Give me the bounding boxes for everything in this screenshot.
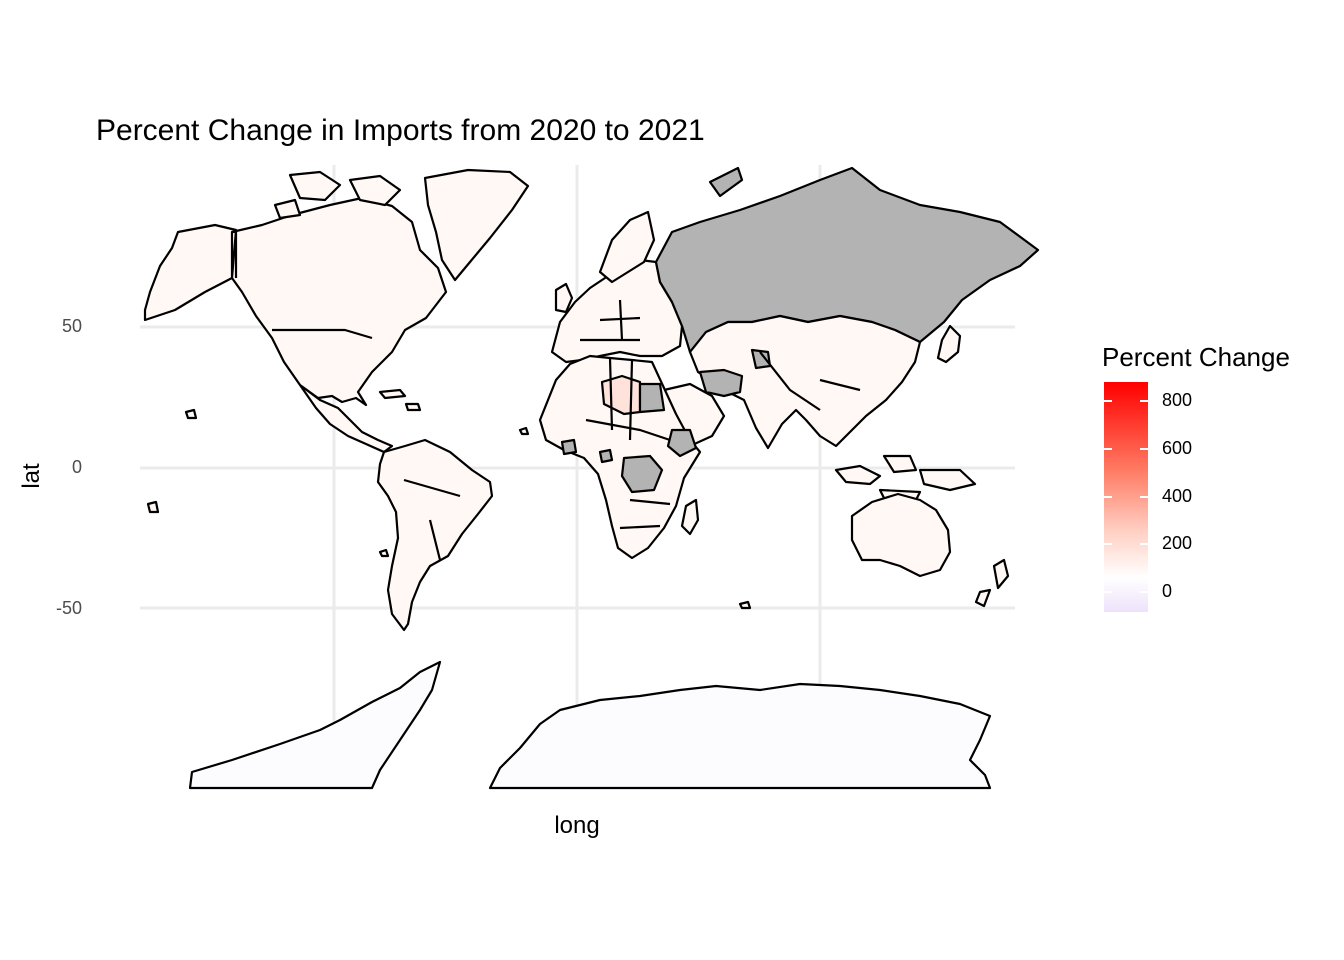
y-tick-label-0: 0	[71, 457, 82, 477]
legend-tick-600: 600	[1162, 438, 1193, 458]
greenland-shape	[423, 168, 530, 282]
south-america-shape	[376, 438, 494, 632]
caribbean-islands-shape	[378, 388, 422, 412]
novaya-zemlya-shape	[708, 166, 744, 198]
antarctica-shape	[188, 660, 992, 790]
canada-islands-shape	[273, 170, 402, 220]
small-islands-shape	[146, 408, 752, 610]
egypt-shape	[638, 382, 666, 414]
map-title: Percent Change in Imports from 2020 to 2…	[96, 114, 705, 147]
y-tick-label-minus-50: -50	[55, 598, 82, 618]
country-borders	[234, 230, 861, 561]
madagascar-shape	[680, 498, 700, 536]
y-tick-label-50: 50	[61, 316, 82, 336]
asia-shape	[688, 314, 922, 450]
legend-tick-800: 800	[1162, 390, 1193, 410]
australia-shape	[850, 492, 952, 578]
legend-title: Percent Change	[1102, 342, 1290, 372]
scandinavia-shape	[598, 210, 656, 284]
new-zealand-shape	[974, 558, 1010, 608]
ethiopia-na-shape	[666, 428, 698, 458]
se-asia-islands-shape	[834, 454, 977, 502]
x-axis-label: long	[554, 812, 600, 839]
uk-shape	[554, 282, 574, 314]
legend-tick-400: 400	[1162, 486, 1193, 506]
central-africa-na-shape	[620, 454, 664, 494]
west-africa-na-shape	[560, 438, 614, 464]
legend-tick-200: 200	[1162, 533, 1193, 553]
japan-shape	[936, 324, 962, 364]
legend-tick-0: 0	[1162, 581, 1173, 601]
